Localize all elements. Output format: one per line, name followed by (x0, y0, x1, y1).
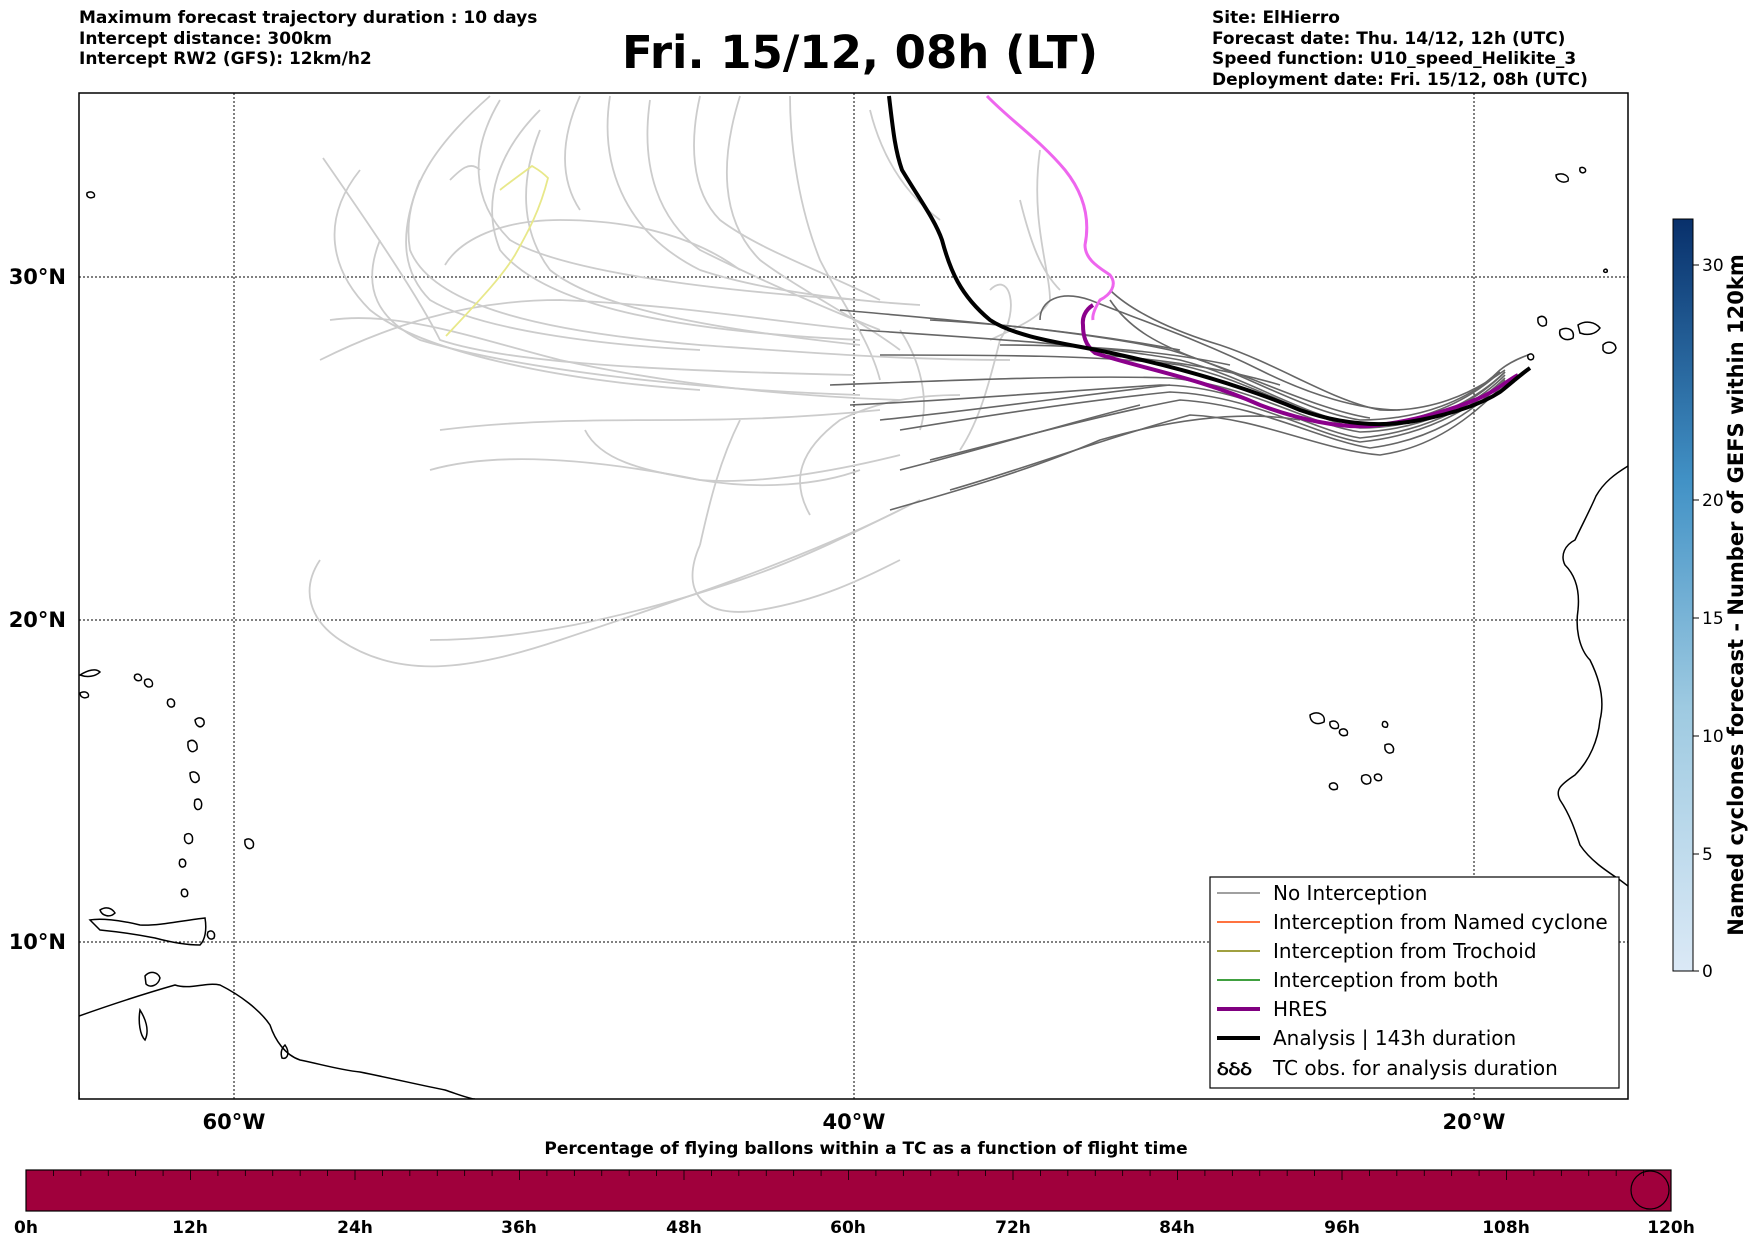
time-bar-tick-60h: 60h (830, 1218, 866, 1238)
info-speed-function: Speed function: U10_speed_Helikite_3 (1212, 49, 1577, 69)
colorbar-tick-label: 15 (1702, 609, 1724, 629)
lat-label-20n: 20°N (9, 608, 66, 632)
coast-canary-islands (1537, 315, 1548, 327)
time-bar-marker-circle (1630, 1170, 1670, 1210)
time-bar-fill (25, 1169, 1672, 1212)
legend-label: HRES (1273, 997, 1327, 1021)
legend-label: Interception from Named cyclone (1273, 910, 1608, 934)
time-bar-tick-36h: 36h (501, 1218, 537, 1238)
legend-item-hres: HRES (1217, 997, 1327, 1021)
legend-label: Interception from both (1273, 968, 1499, 992)
legend-label: Interception from Trochoid (1273, 939, 1537, 963)
time-bar-tick-108h: 108h (1482, 1218, 1530, 1238)
info-deployment-date: Deployment date: Fri. 15/12, 08h (UTC) (1212, 69, 1588, 90)
lon-label-40w: 40°W (823, 1110, 886, 1134)
time-bar-tick-12h: 12h (172, 1218, 208, 1238)
lon-label-60w: 60°W (203, 1110, 266, 1134)
time-bar (25, 1169, 1672, 1212)
time-bar-tick-120h: 120h (1647, 1218, 1695, 1238)
time-bar-tick-48h: 48h (666, 1218, 702, 1238)
colorbar-tick-label: 30 (1702, 256, 1724, 276)
hres-trajectory-early (985, 94, 1115, 321)
gefs-light-trajectories (308, 95, 1061, 668)
time-bar-tick-0h: 0h (14, 1218, 38, 1238)
colorbar-tick-label: 5 (1702, 845, 1713, 865)
legend-box (1209, 876, 1620, 1089)
analysis-trajectory (887, 95, 1532, 427)
trochoid-trajectory (445, 164, 549, 337)
coast-cape-verde (1309, 712, 1326, 725)
colorbar-tick-label: 20 (1702, 491, 1724, 511)
coast-trinidad (144, 971, 161, 987)
info-intercept-rw2: Intercept RW2 (GFS): 12km/h2 (79, 49, 372, 69)
time-bar-minor-ticks (53, 1170, 1644, 1180)
colorbar-label: Named cyclones forecast - Number of GEFS… (1724, 254, 1748, 935)
time-bar-tick-96h: 96h (1324, 1218, 1360, 1238)
coast-lesser-antilles-south (88, 917, 207, 946)
time-bar-tick-72h: 72h (995, 1218, 1031, 1238)
legend-item-both: Interception from both (1217, 968, 1499, 992)
legend-label: TC obs. for analysis duration (1272, 1056, 1558, 1080)
forecast-info-block: Site: ElHierro Forecast date: Thu. 14/12… (1212, 8, 1588, 90)
legend-item-analysis: Analysis | 143h duration (1217, 1026, 1516, 1050)
legend-item-named-cyclone: Interception from Named cyclone (1217, 910, 1608, 934)
info-forecast-date: Forecast date: Thu. 14/12, 12h (UTC) (1212, 28, 1566, 49)
hres-trajectory (1080, 303, 1519, 429)
cyclone-symbol-icon: ઠઠઠ (1217, 1056, 1252, 1080)
page-title: Fri. 15/12, 08h (LT) (621, 26, 1099, 79)
legend-label: No Interception (1273, 881, 1427, 905)
colorbar: 0 5 10 15 20 30 Named cyclones forecast … (1672, 218, 1748, 982)
colorbar-scale (1672, 218, 1694, 972)
coast-west-africa (1557, 465, 1628, 887)
coastlines (79, 166, 1628, 1099)
coast-south-america (79, 983, 476, 1099)
coast-madeira (1555, 173, 1570, 183)
info-site: Site: ElHierro (1212, 8, 1340, 28)
info-max-duration: Maximum forecast trajectory duration : 1… (79, 8, 538, 28)
lon-label-20w: 20°W (1443, 1110, 1506, 1134)
info-intercept-distance: Intercept distance: 300km (79, 28, 332, 49)
legend-item-tc-obs: ઠઠઠ TC obs. for analysis duration (1217, 1056, 1558, 1080)
time-bar-tick-labels: 0h 12h 24h 36h 48h 60h 72h 84h 96h 108h … (14, 1218, 1695, 1238)
legend-label: Analysis | 143h duration (1273, 1026, 1516, 1050)
legend: No Interception Interception from Named … (1209, 876, 1620, 1089)
trajectory-info-block: Maximum forecast trajectory duration : 1… (79, 8, 537, 70)
lat-label-10n: 10°N (9, 930, 66, 954)
lat-label-30n: 30°N (9, 265, 66, 289)
colorbar-tick-label: 10 (1702, 727, 1724, 747)
map-frame (78, 92, 1629, 1100)
time-bar-tick-24h: 24h (337, 1218, 373, 1238)
colorbar-tick-label: 0 (1702, 962, 1713, 982)
time-bar-title: Percentage of flying ballons within a TC… (544, 1139, 1187, 1159)
colorbar-ticks (1693, 264, 1699, 972)
legend-item-trochoid: Interception from Trochoid (1217, 939, 1537, 963)
legend-item-no-interception: No Interception (1217, 881, 1427, 905)
time-bar-tick-84h: 84h (1159, 1218, 1195, 1238)
